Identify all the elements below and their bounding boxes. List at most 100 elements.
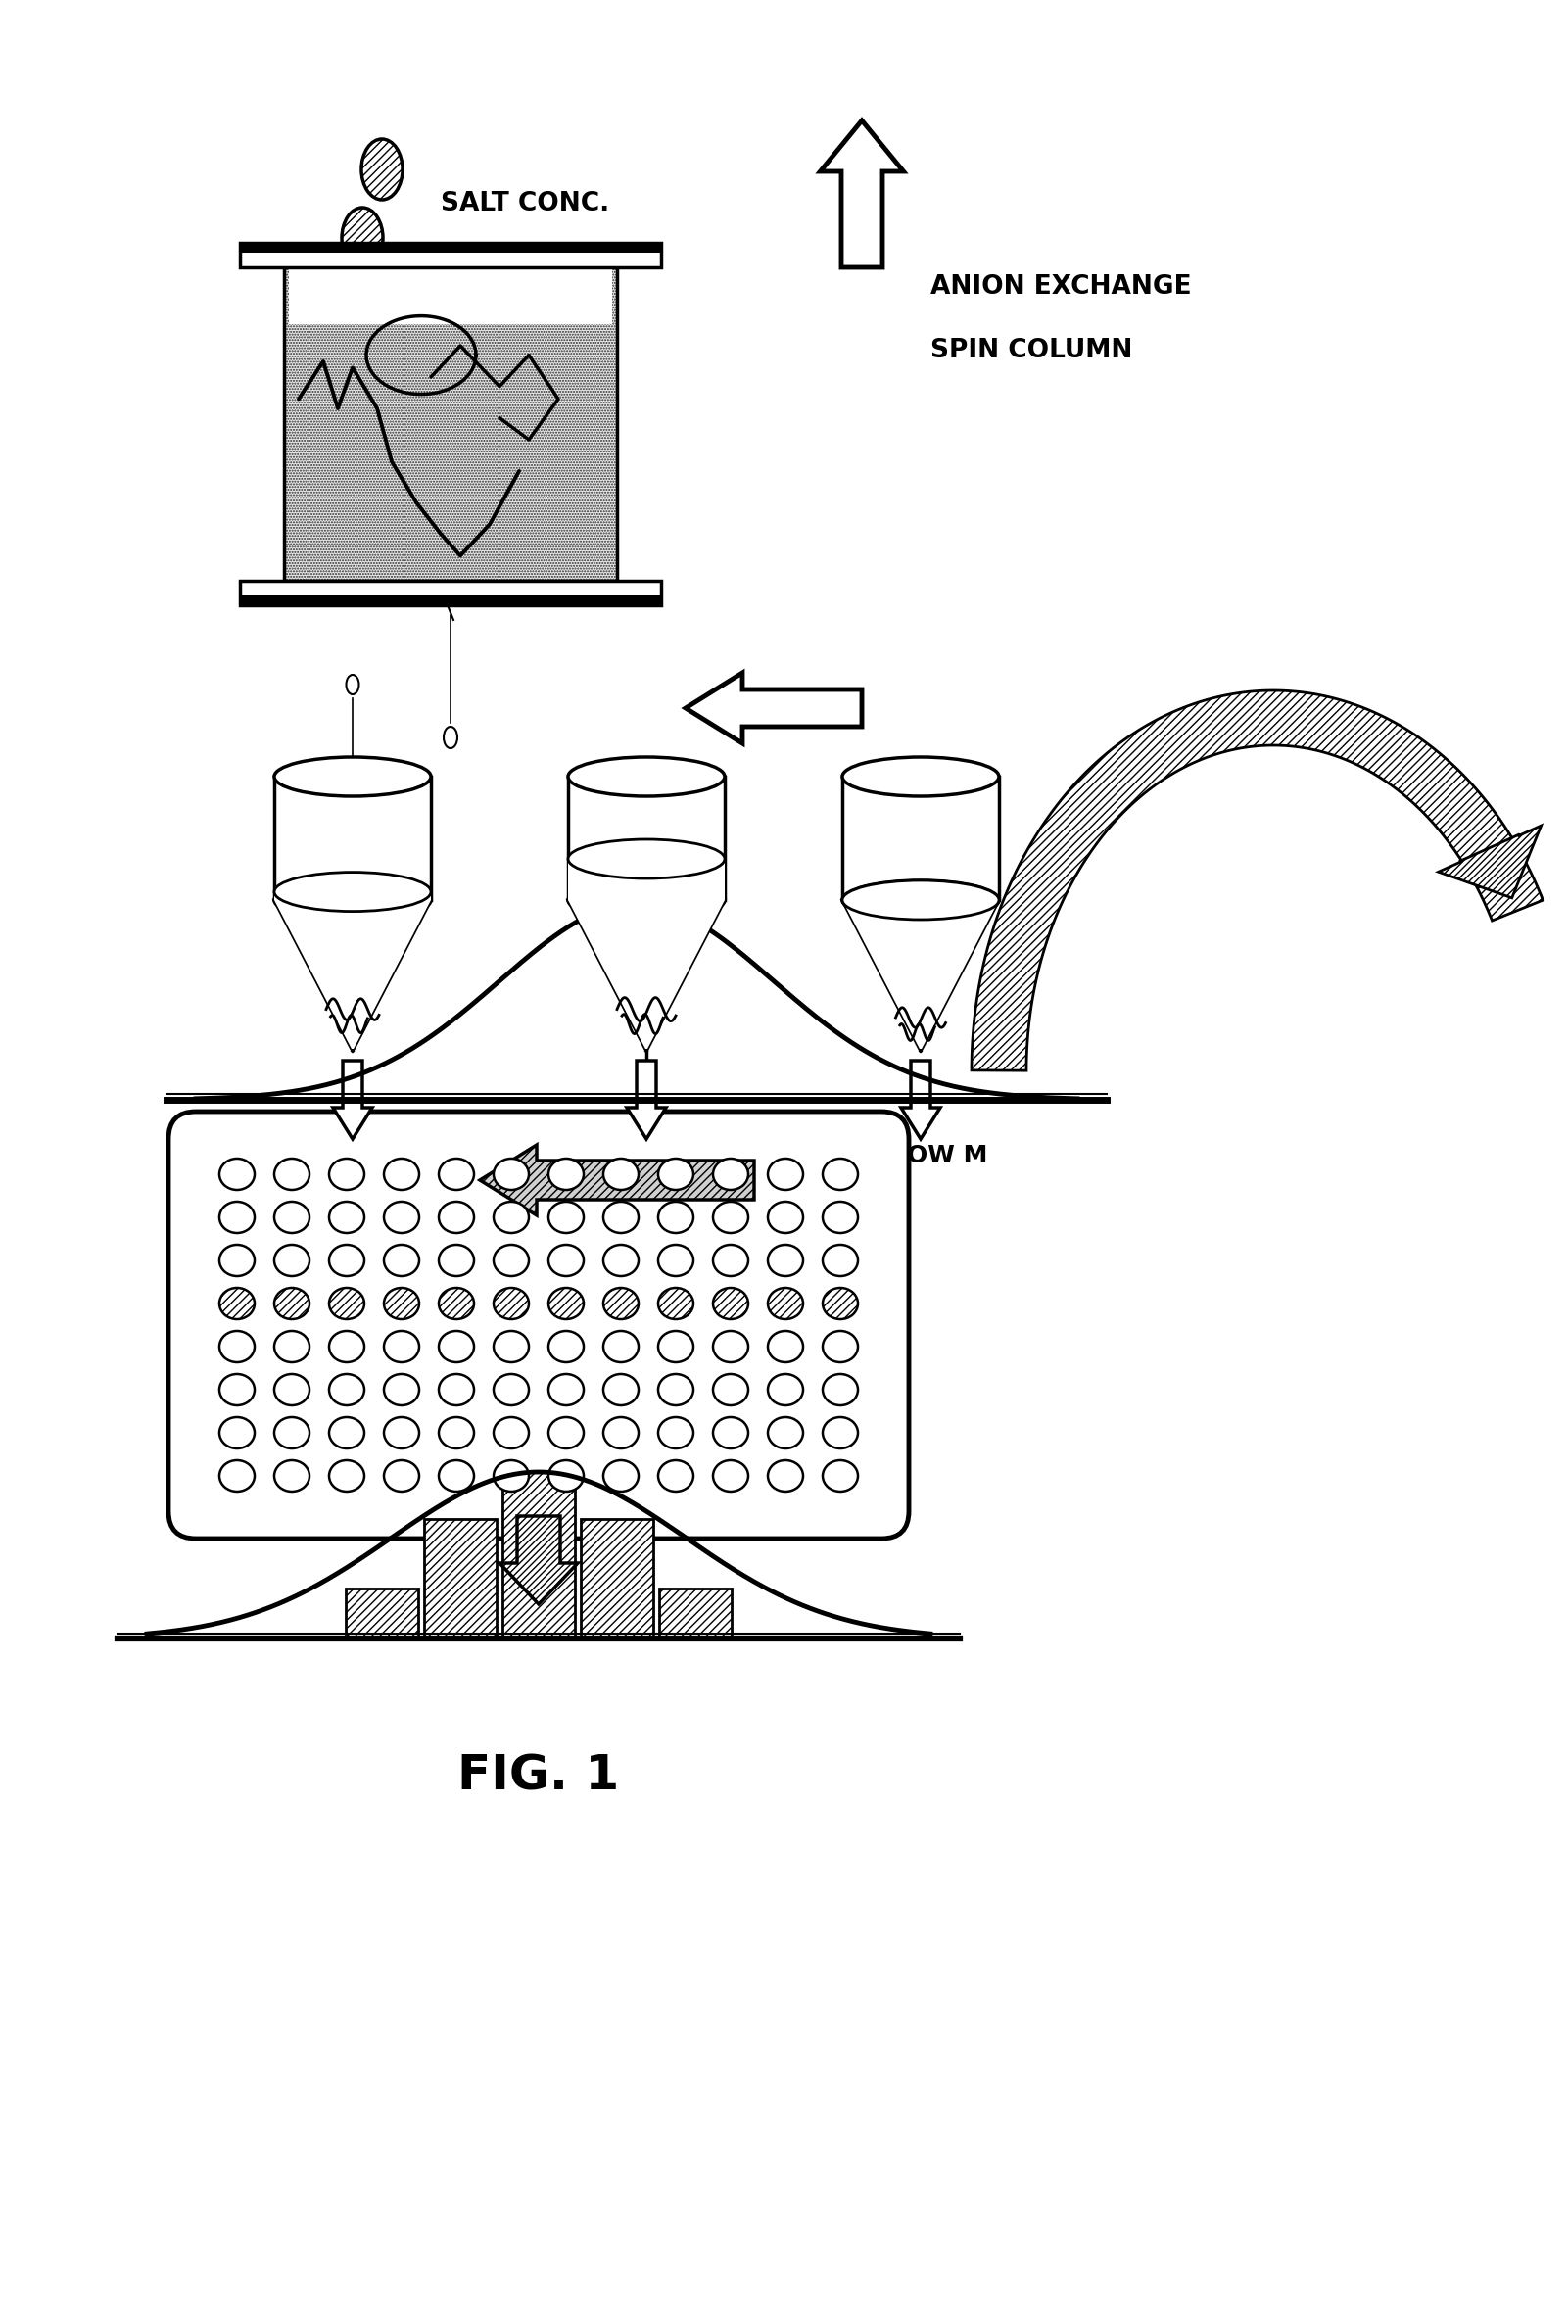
- FancyArrow shape: [500, 1515, 579, 1604]
- Ellipse shape: [659, 1459, 693, 1492]
- Ellipse shape: [220, 1332, 254, 1362]
- Ellipse shape: [768, 1418, 803, 1448]
- Ellipse shape: [549, 1287, 583, 1320]
- Ellipse shape: [823, 1160, 858, 1190]
- FancyArrow shape: [1438, 825, 1541, 897]
- Ellipse shape: [439, 1246, 474, 1276]
- Text: SALT CONC.: SALT CONC.: [441, 191, 610, 216]
- Ellipse shape: [768, 1459, 803, 1492]
- Ellipse shape: [220, 1160, 254, 1190]
- Ellipse shape: [274, 1373, 309, 1406]
- Bar: [345, 1590, 419, 1638]
- Ellipse shape: [384, 1160, 419, 1190]
- Ellipse shape: [274, 881, 431, 920]
- FancyArrow shape: [902, 1060, 941, 1139]
- Bar: [284, 267, 618, 581]
- Polygon shape: [842, 899, 999, 1048]
- Ellipse shape: [384, 1202, 419, 1234]
- Ellipse shape: [604, 1418, 638, 1448]
- Ellipse shape: [274, 872, 431, 911]
- Ellipse shape: [768, 1373, 803, 1406]
- Ellipse shape: [220, 1202, 254, 1234]
- Bar: [580, 1518, 654, 1638]
- Ellipse shape: [659, 1418, 693, 1448]
- Ellipse shape: [604, 1459, 638, 1492]
- Ellipse shape: [659, 1202, 693, 1234]
- Ellipse shape: [220, 1459, 254, 1492]
- Ellipse shape: [823, 1332, 858, 1362]
- Ellipse shape: [220, 1246, 254, 1276]
- FancyBboxPatch shape: [168, 1111, 909, 1538]
- Ellipse shape: [604, 1246, 638, 1276]
- Ellipse shape: [823, 1287, 858, 1320]
- Bar: [284, 267, 618, 581]
- Text: SPIN COLUMN: SPIN COLUMN: [930, 337, 1132, 363]
- Ellipse shape: [823, 1418, 858, 1448]
- Ellipse shape: [384, 1459, 419, 1492]
- Ellipse shape: [713, 1287, 748, 1320]
- Ellipse shape: [444, 727, 458, 748]
- Ellipse shape: [329, 1332, 364, 1362]
- FancyArrow shape: [332, 1060, 372, 1139]
- Ellipse shape: [439, 1459, 474, 1492]
- Ellipse shape: [494, 1160, 528, 1190]
- Ellipse shape: [329, 1202, 364, 1234]
- Ellipse shape: [384, 1418, 419, 1448]
- Text: ANION EXCHANGE: ANION EXCHANGE: [930, 274, 1192, 300]
- Ellipse shape: [361, 139, 403, 200]
- Ellipse shape: [274, 1418, 309, 1448]
- Ellipse shape: [439, 1418, 474, 1448]
- Ellipse shape: [823, 1459, 858, 1492]
- Polygon shape: [972, 690, 1543, 1071]
- Ellipse shape: [220, 1287, 254, 1320]
- Ellipse shape: [494, 1202, 528, 1234]
- Ellipse shape: [768, 1160, 803, 1190]
- Ellipse shape: [439, 1202, 474, 1234]
- Bar: [502, 1471, 575, 1638]
- Ellipse shape: [494, 1332, 528, 1362]
- Ellipse shape: [842, 881, 999, 920]
- Ellipse shape: [494, 1418, 528, 1448]
- Ellipse shape: [604, 1332, 638, 1362]
- Ellipse shape: [439, 1287, 474, 1320]
- Ellipse shape: [713, 1202, 748, 1234]
- FancyArrow shape: [627, 1060, 666, 1139]
- Text: FIG. 1: FIG. 1: [458, 1752, 619, 1799]
- Ellipse shape: [549, 1332, 583, 1362]
- Ellipse shape: [329, 1287, 364, 1320]
- Ellipse shape: [568, 839, 724, 878]
- Ellipse shape: [384, 1332, 419, 1362]
- Ellipse shape: [659, 1246, 693, 1276]
- Ellipse shape: [329, 1418, 364, 1448]
- Bar: [423, 1518, 497, 1638]
- Ellipse shape: [823, 1373, 858, 1406]
- Ellipse shape: [342, 207, 383, 267]
- Bar: [240, 581, 662, 604]
- Ellipse shape: [274, 1160, 309, 1190]
- Ellipse shape: [549, 1373, 583, 1406]
- Ellipse shape: [823, 1246, 858, 1276]
- Ellipse shape: [439, 1373, 474, 1406]
- Ellipse shape: [220, 1373, 254, 1406]
- FancyArrow shape: [480, 1146, 754, 1215]
- Text: HIGH M: HIGH M: [292, 1143, 394, 1167]
- Ellipse shape: [713, 1160, 748, 1190]
- Ellipse shape: [823, 1202, 858, 1234]
- Ellipse shape: [604, 1373, 638, 1406]
- Ellipse shape: [842, 881, 999, 920]
- Ellipse shape: [274, 1287, 309, 1320]
- Ellipse shape: [329, 1459, 364, 1492]
- Bar: [240, 244, 662, 253]
- FancyArrow shape: [685, 674, 862, 744]
- Ellipse shape: [713, 1418, 748, 1448]
- Ellipse shape: [713, 1332, 748, 1362]
- Ellipse shape: [384, 1246, 419, 1276]
- Ellipse shape: [549, 1160, 583, 1190]
- Ellipse shape: [768, 1246, 803, 1276]
- Ellipse shape: [494, 1373, 528, 1406]
- Bar: [240, 595, 662, 604]
- Ellipse shape: [659, 1160, 693, 1190]
- Ellipse shape: [494, 1287, 528, 1320]
- Ellipse shape: [659, 1332, 693, 1362]
- Ellipse shape: [659, 1373, 693, 1406]
